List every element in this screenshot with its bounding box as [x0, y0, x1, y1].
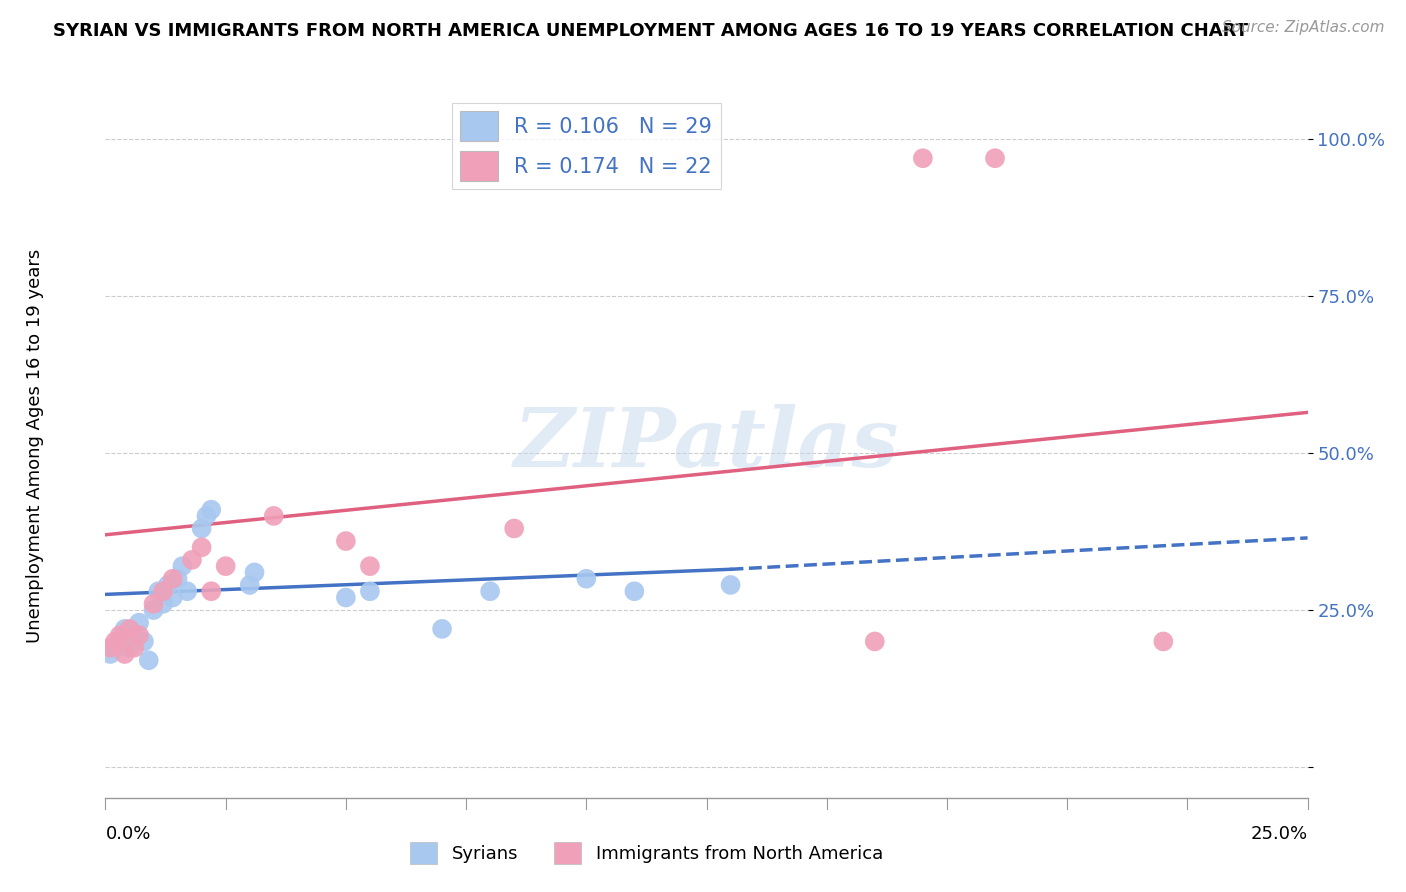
Point [335, 591, 357, 605]
Point [142, 597, 165, 611]
Point [98, 640, 121, 655]
Point [984, 151, 1007, 165]
Text: ZIPatlas: ZIPatlas [513, 404, 900, 483]
Point [104, 640, 127, 655]
Point [335, 534, 357, 549]
Point [142, 603, 165, 617]
Point [114, 647, 136, 661]
Point [162, 572, 184, 586]
Point [114, 622, 136, 636]
Point [214, 559, 236, 574]
Point [172, 559, 194, 574]
Point [479, 584, 502, 599]
Point [108, 634, 131, 648]
Point [430, 622, 453, 636]
Point [190, 521, 212, 535]
Point [359, 559, 381, 574]
Point [911, 151, 934, 165]
Point [152, 597, 174, 611]
Point [243, 566, 266, 580]
Point [359, 584, 381, 599]
Point [200, 584, 222, 599]
Legend: R = 0.106   N = 29, R = 0.174   N = 22: R = 0.106 N = 29, R = 0.174 N = 22 [451, 103, 721, 189]
Point [138, 653, 160, 667]
Point [181, 553, 204, 567]
Point [132, 634, 155, 648]
Point [239, 578, 262, 592]
Point [98, 647, 121, 661]
Text: 25.0%: 25.0% [1250, 825, 1308, 843]
Point [162, 591, 184, 605]
Text: Unemployment Among Ages 16 to 19 years: Unemployment Among Ages 16 to 19 years [27, 249, 44, 643]
Point [128, 628, 150, 642]
Point [124, 640, 146, 655]
Point [128, 615, 150, 630]
Point [263, 508, 285, 523]
Text: SYRIAN VS IMMIGRANTS FROM NORTH AMERICA UNEMPLOYMENT AMONG AGES 16 TO 19 YEARS C: SYRIAN VS IMMIGRANTS FROM NORTH AMERICA … [53, 22, 1249, 40]
Point [176, 584, 198, 599]
Point [124, 628, 146, 642]
Point [863, 634, 886, 648]
Point [152, 584, 174, 599]
Point [148, 584, 170, 599]
Text: Source: ZipAtlas.com: Source: ZipAtlas.com [1222, 20, 1385, 35]
Point [503, 521, 526, 535]
Point [575, 572, 598, 586]
Point [720, 578, 742, 592]
Point [104, 634, 127, 648]
Point [156, 578, 179, 592]
Point [190, 541, 212, 555]
Text: 0.0%: 0.0% [105, 825, 150, 843]
Point [1152, 634, 1174, 648]
Point [200, 502, 222, 516]
Point [108, 628, 131, 642]
Point [195, 508, 218, 523]
Point [118, 622, 141, 636]
Point [623, 584, 645, 599]
Point [118, 640, 141, 655]
Point [166, 572, 188, 586]
